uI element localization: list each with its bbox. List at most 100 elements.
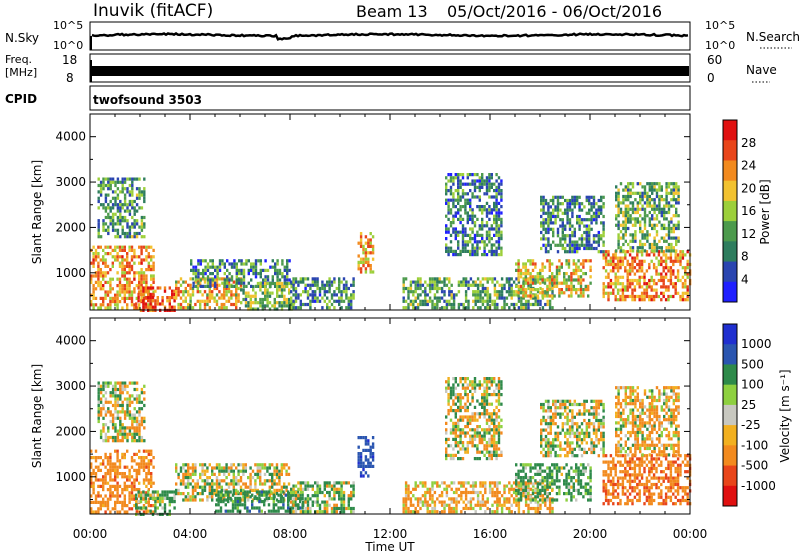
- heatmap-cell-region-12: [669, 266, 673, 270]
- heatmap-cell-region-1: [135, 397, 139, 401]
- heatmap-cell-region-1: [104, 183, 108, 188]
- heatmap-cell-region-11: [542, 218, 545, 222]
- heatmap-cell-region-9: [452, 214, 455, 218]
- heatmap-cell-region-12: [674, 253, 677, 257]
- heatmap-cell-region-8: [486, 306, 489, 310]
- heatmap-cell-region-3: [184, 476, 187, 480]
- cpid-value: twofsound 3503: [93, 93, 202, 107]
- heatmap-cell-region-13: [636, 220, 639, 224]
- heatmap-cell-region-12: [645, 285, 649, 289]
- heatmap-cell-region-8: [548, 302, 552, 307]
- heatmap-cell-region-3: [249, 466, 252, 470]
- heatmap-cell-region-13: [655, 246, 659, 250]
- heatmap-cell-region-7: [496, 497, 499, 501]
- heatmap-cell-region-1: [135, 222, 139, 226]
- heatmap-cell-region-1: [111, 219, 115, 223]
- heatmap-cell-region-1: [131, 432, 134, 436]
- heatmap-cell-region-13: [648, 233, 651, 237]
- heatmap-cell-region-1: [104, 391, 108, 395]
- heatmap-cell-region-3: [187, 463, 190, 467]
- heatmap-cell-region-11: [547, 218, 550, 222]
- heatmap-cell-region-12: [607, 262, 610, 267]
- heatmap-cell-region-13: [636, 246, 639, 250]
- heatmap-cell-region-12: [612, 282, 615, 286]
- heatmap-cell-region-5: [316, 503, 319, 507]
- heatmap-cell-region-8: [404, 277, 408, 281]
- heatmap-cell-region-0: [106, 488, 110, 492]
- heatmap-cell-region-13: [660, 246, 663, 250]
- heatmap-cell-region-5: [266, 297, 269, 302]
- heatmap-cell-region-0: [138, 245, 141, 249]
- heatmap-cell-region-7: [412, 510, 415, 514]
- heatmap-cell-region-4: [258, 493, 261, 497]
- heatmap-cell-region-1: [128, 231, 132, 236]
- heatmap-cell-region-8: [486, 296, 489, 300]
- heatmap-cell-region-4: [211, 272, 214, 276]
- heatmap-cell-region-9: [449, 211, 453, 215]
- heatmap-cell-region-13: [636, 217, 639, 221]
- heatmap-cell-region-13: [631, 201, 635, 205]
- heatmap-cell-region-6: [292, 280, 295, 284]
- heatmap-cell-region-11: [549, 198, 552, 203]
- heatmap-cell-region-8: [448, 286, 451, 291]
- heatmap-cell-region-7: [421, 500, 425, 504]
- heatmap-cell-region-9: [461, 192, 465, 196]
- heatmap-cell-region-12: [607, 272, 610, 276]
- heatmap-cell-region-7: [496, 510, 499, 514]
- heatmap-cell-region-9: [461, 240, 465, 244]
- heatmap-cell-region-0: [118, 280, 122, 284]
- freq-label-line1: Freq.: [5, 53, 32, 66]
- heatmap-cell-region-3: [275, 488, 279, 492]
- heatmap-cell-region-1: [135, 426, 139, 430]
- heatmap-cell-region-8: [467, 286, 470, 291]
- heatmap-cell-region-4: [287, 503, 290, 507]
- heatmap-cell-region-13: [631, 236, 635, 240]
- heatmap-cell-region-7: [503, 484, 506, 488]
- heatmap-cell-region-12: [648, 262, 651, 267]
- heatmap-cell-region-0: [102, 284, 105, 288]
- heatmap-cell-region-1: [107, 439, 110, 443]
- heatmap-cell-region-9: [459, 179, 462, 183]
- heatmap-cell-region-7: [359, 232, 363, 236]
- heatmap-cell-region-8: [520, 306, 523, 310]
- heatmap-cell-region-4: [265, 496, 268, 500]
- heatmap-cell-region-8: [551, 306, 554, 310]
- heatmap-cell-region-8: [484, 306, 487, 310]
- heatmap-cell-region-10: [551, 294, 554, 298]
- colorbar-swatch: [723, 140, 737, 161]
- heatmap-cell-region-9: [497, 237, 501, 241]
- heatmap-cell-region-2: [142, 493, 145, 497]
- heatmap-cell-region-0: [123, 245, 126, 249]
- heatmap-cell-region-4: [217, 503, 220, 507]
- heatmap-cell-region-1: [119, 180, 122, 184]
- heatmap-cell-region-3: [215, 293, 219, 297]
- heatmap-cell-region-13: [648, 198, 651, 202]
- heatmap-cell-region-8: [476, 306, 480, 310]
- heatmap-cell-region-0: [152, 264, 155, 268]
- heatmap-cell-region-3: [177, 290, 180, 294]
- heatmap-cell-region-6: [292, 283, 295, 287]
- heatmap-cell-region-1: [114, 435, 117, 440]
- heatmap-cell-region-9: [449, 240, 453, 244]
- heatmap-cell-region-7: [443, 510, 446, 514]
- heatmap-cell-region-6: [350, 302, 353, 307]
- heatmap-cell-region-0: [118, 245, 122, 249]
- heatmap-cell-region-0: [109, 491, 112, 495]
- heatmap-cell-region-8: [472, 306, 475, 310]
- heatmap-cell-region-5: [316, 481, 319, 485]
- heatmap-cell-region-10: [534, 265, 537, 269]
- heatmap-cell-region-9: [481, 237, 484, 241]
- heatmap-cell-region-0: [128, 500, 131, 504]
- heatmap-cell-region-8: [464, 280, 468, 284]
- heatmap-cell-region-8: [481, 296, 485, 300]
- heatmap-cell-region-0: [106, 507, 110, 511]
- heatmap-cell-region-6: [342, 299, 346, 303]
- heatmap-cell-region-3: [223, 466, 226, 470]
- heatmap-cell-region-3: [235, 299, 238, 303]
- heatmap-cell-region-0: [104, 306, 107, 310]
- heatmap-cell-region-3: [187, 476, 190, 480]
- heatmap-cell-region-4: [245, 262, 248, 266]
- heatmap-cell-region-11: [556, 234, 560, 238]
- heatmap-cell-region-1: [107, 215, 110, 220]
- heatmap-cell-region-8: [500, 286, 504, 291]
